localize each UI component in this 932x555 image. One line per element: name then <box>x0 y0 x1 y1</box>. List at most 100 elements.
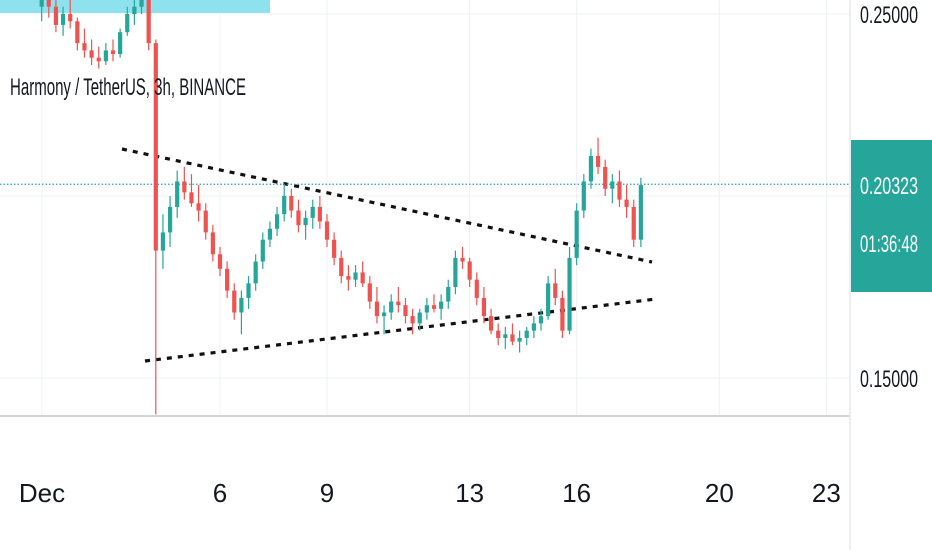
candle-body-51 <box>403 305 408 317</box>
candle-body-83 <box>631 206 636 240</box>
candle-body-5 <box>75 21 80 44</box>
candle-body-49 <box>389 301 394 313</box>
candle-body-80 <box>610 181 615 189</box>
candle-body-50 <box>396 301 401 306</box>
candle-body-71 <box>546 283 551 317</box>
candle-body-39 <box>317 206 322 222</box>
candle-body-17 <box>160 232 166 251</box>
price-countdown: 01:36:48 <box>860 231 918 258</box>
x-tick-label-4: 16 <box>562 478 591 508</box>
candle-body-64 <box>496 330 501 338</box>
last-price-badge-bg <box>851 140 932 292</box>
candle-body-60 <box>467 261 472 280</box>
trendline-upper <box>121 147 653 264</box>
candle-body-13 <box>132 6 137 14</box>
candle-body-69 <box>531 323 536 331</box>
candle-body-78 <box>595 155 601 167</box>
x-tick-label-6: 23 <box>812 478 841 508</box>
x-tick-label-5: 20 <box>705 478 734 508</box>
candle-body-10 <box>110 50 116 55</box>
candle-body-41 <box>332 239 337 258</box>
candle-body-35 <box>289 196 294 211</box>
candle-body-29 <box>246 283 251 298</box>
candle-body-15 <box>146 0 151 44</box>
candle-body-54 <box>424 305 429 313</box>
candle-body-79 <box>603 166 608 189</box>
candle-body-58 <box>453 257 458 287</box>
candle-body-52 <box>410 316 415 324</box>
candle-body-32 <box>267 228 273 240</box>
x-tick-label-0: Dec <box>19 478 65 508</box>
candle-body-84 <box>638 185 643 240</box>
candle-body-31 <box>260 239 265 262</box>
y-tick-label-1: 0.15000 <box>860 366 918 393</box>
candle-body-20 <box>182 181 187 193</box>
candle-body-44 <box>353 272 358 280</box>
candle-body-55 <box>431 305 437 309</box>
candle-body-63 <box>488 316 494 331</box>
candle-body-65 <box>503 334 508 338</box>
candle-body-1 <box>46 0 51 7</box>
candle-body-30 <box>253 261 258 284</box>
candle-body-33 <box>274 214 280 229</box>
candle-body-4 <box>68 14 73 22</box>
candle-body-26 <box>225 268 230 291</box>
candle-body-14 <box>139 0 144 7</box>
candle-body-42 <box>339 257 344 277</box>
candle-body-45 <box>360 272 365 284</box>
candle-body-19 <box>175 181 180 207</box>
candle-body-68 <box>524 330 529 338</box>
chart-title: Harmony / TetherUS, 3h, BINANCE <box>10 74 246 101</box>
candle-body-74 <box>567 257 572 331</box>
candle-body-66 <box>510 334 515 342</box>
candle-body-2 <box>53 6 59 25</box>
candle-body-7 <box>89 50 94 58</box>
candle-body-82 <box>624 199 629 207</box>
candle-body-22 <box>196 203 201 211</box>
candle-body-48 <box>381 312 387 317</box>
candle-body-3 <box>60 14 66 25</box>
candle-body-75 <box>574 210 579 258</box>
candle-body-16 <box>153 43 158 251</box>
candle-body-25 <box>217 254 223 269</box>
candle-body-21 <box>189 192 194 204</box>
candle-body-18 <box>167 206 173 233</box>
candle-body-38 <box>310 206 315 218</box>
highlight-box <box>0 0 270 13</box>
x-tick-label-1: 6 <box>213 478 227 508</box>
x-tick-label-2: 9 <box>320 478 334 508</box>
candle-body-28 <box>239 297 244 313</box>
last-price-badge: 0.20323 01:36:48 <box>851 140 932 292</box>
candle-body-24 <box>210 232 215 255</box>
candle-body-56 <box>439 301 444 309</box>
y-tick-layer: 0.25000 0.15000 <box>860 2 918 393</box>
candle-body-0 <box>39 0 44 7</box>
candle-body-12 <box>125 14 130 33</box>
candle-body-67 <box>517 337 522 342</box>
candle-body-37 <box>303 217 308 226</box>
candle-body-70 <box>538 316 544 324</box>
candle-body-76 <box>581 181 586 211</box>
grid-layer <box>0 0 850 416</box>
candle-body-36 <box>296 210 301 226</box>
candle-body-43 <box>346 276 351 280</box>
candle-body-59 <box>460 257 465 262</box>
y-tick-label-0: 0.25000 <box>860 2 918 29</box>
candle-body-11 <box>118 32 123 55</box>
candle-body-40 <box>324 221 330 240</box>
candle-body-8 <box>96 57 101 62</box>
candle-layer <box>39 0 643 415</box>
trend-layer <box>121 147 657 363</box>
candle-body-23 <box>203 210 208 233</box>
candle-body-6 <box>82 43 87 51</box>
trendline-lower <box>144 297 657 363</box>
candle-body-47 <box>374 301 380 317</box>
candle-body-72 <box>553 283 558 298</box>
candle-body-61 <box>474 279 479 298</box>
candle-body-57 <box>446 287 451 302</box>
candle-body-73 <box>560 297 565 331</box>
candle-body-46 <box>367 283 372 302</box>
candle-body-34 <box>282 196 287 215</box>
